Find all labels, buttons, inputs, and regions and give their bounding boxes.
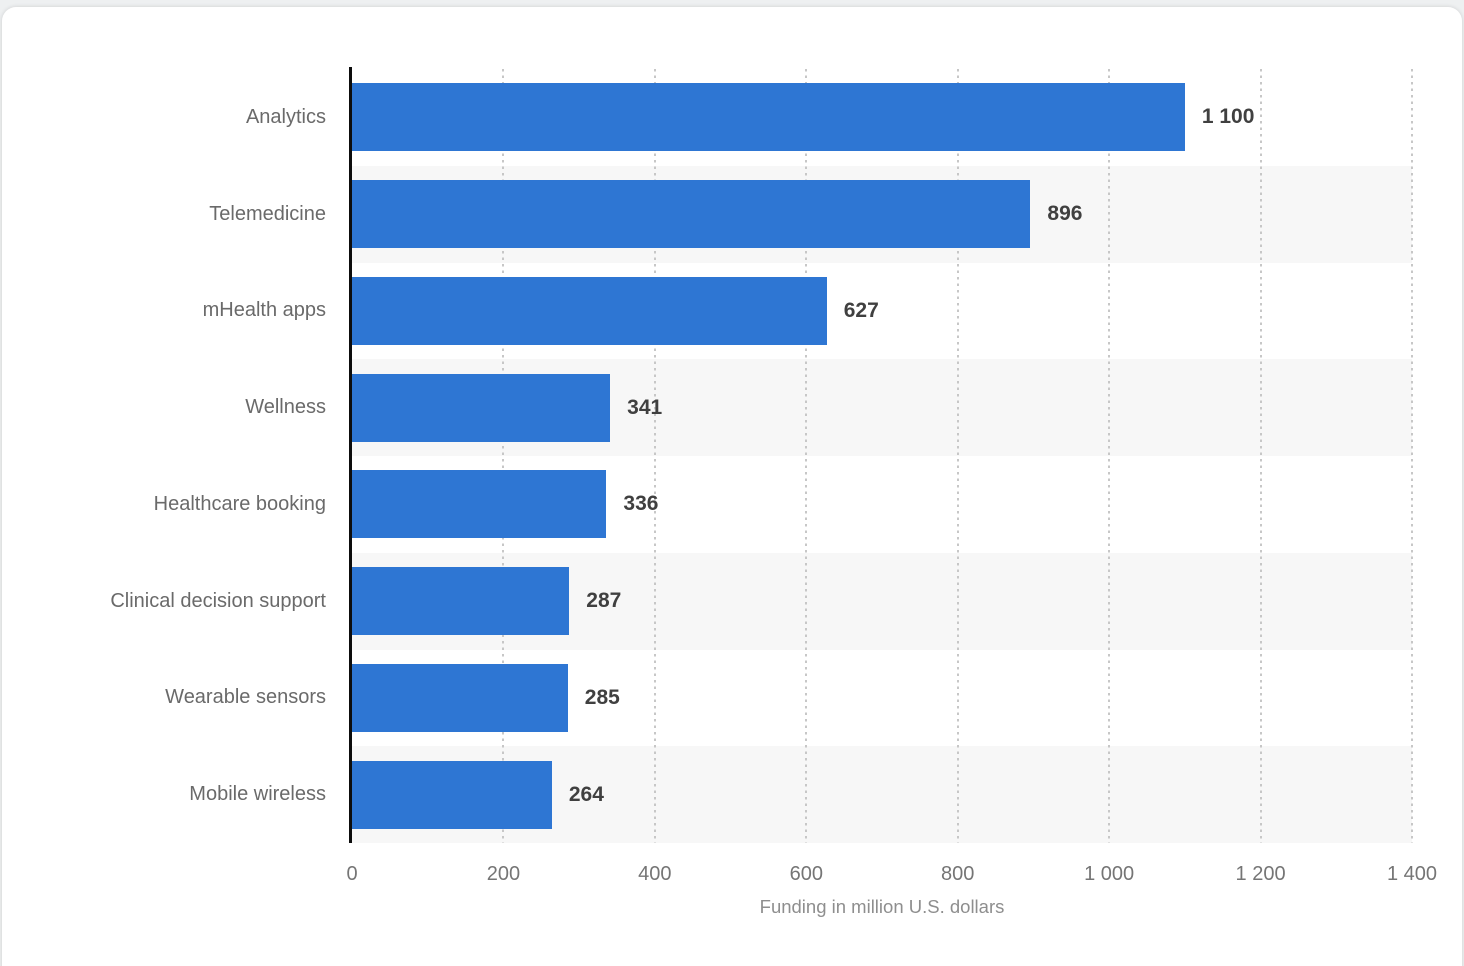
category-label: Telemedicine: [209, 202, 326, 225]
x-tick-label: 1 200: [1235, 863, 1286, 885]
category-label: Wearable sensors: [165, 686, 326, 709]
x-tick-label: 600: [789, 863, 823, 885]
category-label: Clinical decision support: [110, 589, 326, 612]
x-axis-ticks: 0 200 400 600 800 1 000 1 200 1 400: [2, 863, 1462, 891]
bar-analytics[interactable]: [352, 83, 1185, 152]
x-tick-label: 400: [638, 863, 672, 885]
bar-healthcare-booking[interactable]: [352, 470, 607, 539]
gridline: [502, 69, 505, 843]
x-tick-label: 200: [486, 863, 521, 885]
value-label: 264: [568, 782, 604, 806]
x-tick-label: 1 400: [1386, 863, 1438, 885]
x-tick-label: 0: [346, 863, 358, 885]
category-label: Analytics: [245, 105, 326, 128]
bar-mhealth-apps[interactable]: [352, 276, 827, 345]
value-label: 1 100: [1201, 105, 1255, 129]
category-label: Wellness: [245, 396, 326, 419]
bar-wearable-sensors[interactable]: [352, 663, 568, 732]
plot-area: 1 100 896 627 341 336 287 285 264: [352, 69, 1413, 843]
x-axis-title: Funding in million U.S. dollars: [759, 896, 1005, 917]
gridline: [956, 69, 959, 843]
bar-clinical-decision-support[interactable]: [352, 567, 570, 636]
value-label: 287: [586, 589, 622, 613]
value-label: 627: [843, 298, 879, 322]
value-label: 341: [627, 395, 663, 419]
value-label: 896: [1047, 202, 1083, 226]
value-label: 336: [623, 492, 659, 516]
bar-telemedicine[interactable]: [352, 180, 1031, 249]
value-label: 285: [584, 685, 620, 709]
bar-mobile-wireless[interactable]: [352, 760, 552, 829]
y-axis-line: [349, 67, 352, 843]
x-tick-label: 1 000: [1084, 863, 1135, 885]
gridline: [805, 69, 808, 843]
category-label: Healthcare booking: [153, 492, 326, 515]
gridline: [1411, 69, 1413, 843]
gridline: [653, 69, 656, 843]
bar-wellness[interactable]: [352, 373, 611, 442]
x-tick-label: 800: [941, 863, 975, 885]
chart-card: 1 100 896 627 341 336 287 285 264 Analytics Tele…: [2, 7, 1462, 966]
gridline: [1108, 69, 1111, 843]
gridline: [1259, 69, 1262, 843]
category-label: mHealth apps: [202, 299, 326, 322]
category-label: Mobile wireless: [189, 783, 326, 806]
